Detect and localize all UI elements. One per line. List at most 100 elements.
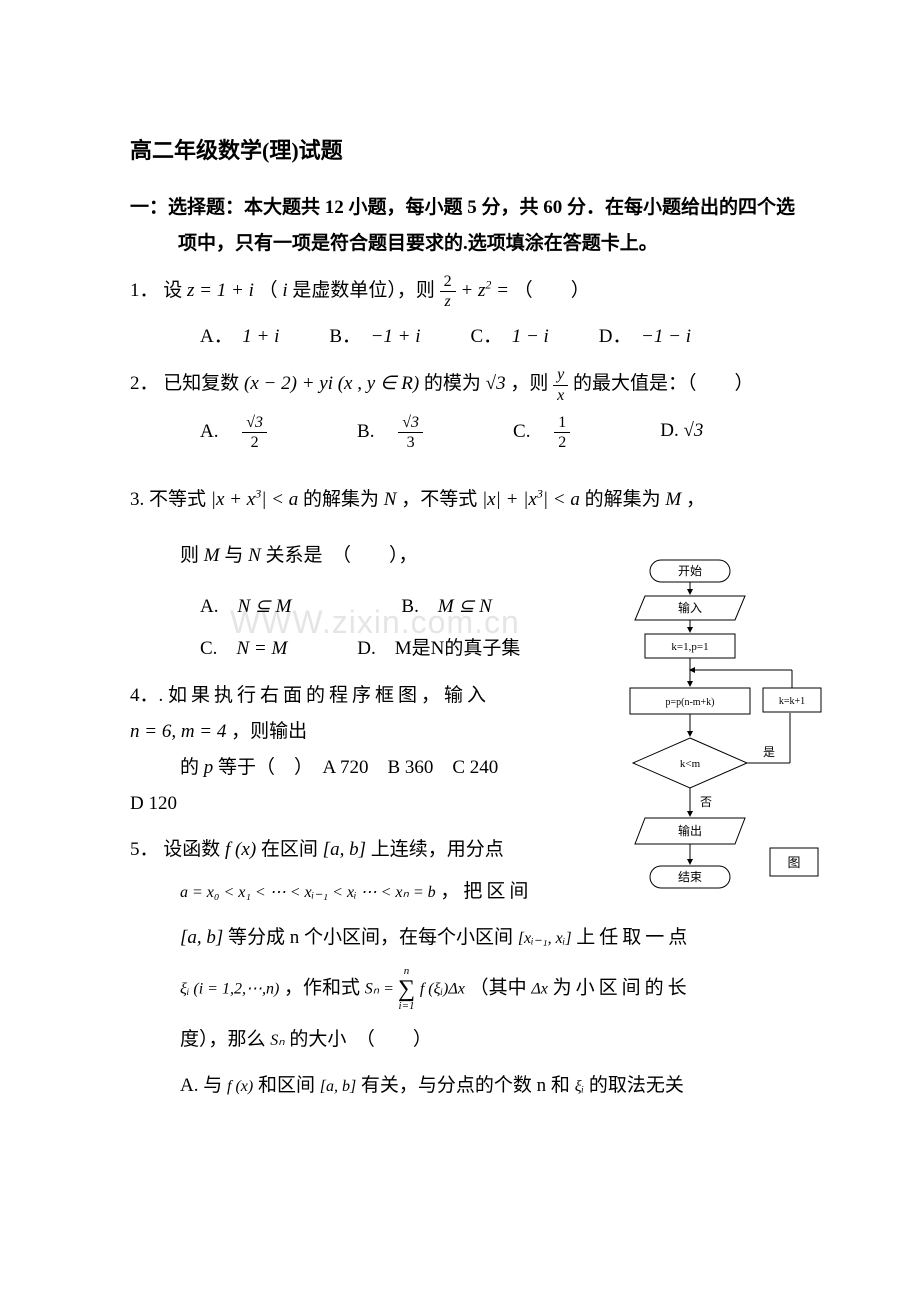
fc-input: 输入 (678, 600, 702, 615)
q1-stem-d: 是虚数单位），则 (292, 280, 435, 301)
q1-opt-b-label: B． (329, 326, 351, 347)
q3-opt-d: M是N的真子集 (395, 638, 521, 659)
q4-num: 4．. (130, 685, 163, 706)
q2-stem-a: 已知复数 (163, 374, 239, 395)
q2-opt-d: √3 (683, 420, 703, 441)
q2-frac: y x (553, 365, 568, 404)
q3-stem-a: 不等式 (149, 489, 206, 510)
q3-stem-e: ， (686, 489, 705, 510)
q5-stem-a: 设函数 (163, 839, 220, 860)
q1-stem-a: 设 (163, 280, 182, 301)
q4-stem-a: 如果执行右面的程序框图，输入 (168, 685, 490, 706)
q3-opt-c-label: C. (200, 638, 217, 659)
q5-line2: a = x₀ < x₁ < ⋯ < xᵢ₋₁ < xᵢ ⋯ < xₙ = b (180, 884, 436, 901)
q5-sum-body: f (ξᵢ)Δx (420, 981, 465, 998)
q5-optA-d: 的取法无关 (589, 1075, 684, 1096)
q2-frac-den: x (553, 386, 568, 405)
q3-opt-b: M ⊆ N (438, 596, 492, 617)
q2-expr: (x − 2) + yi (x , y ∈ R) (244, 374, 419, 395)
q3-abs1b: | < a (261, 489, 298, 510)
q3-line2-M: M (204, 545, 220, 566)
q5-line4b: ，作和式 (284, 978, 360, 999)
q5-Sn2: Sₙ (270, 1032, 284, 1049)
q1-opt-a-label: A． (200, 326, 223, 347)
q2-frac-num: y (553, 365, 568, 385)
q5-fx: f (x) (225, 839, 256, 860)
fc-init: k=1,p=1 (671, 641, 708, 653)
q5-optA-ab: [a, b] (320, 1078, 356, 1095)
q2-stem-c: ，则 (510, 374, 548, 395)
q5-sum-bot: i=1 (398, 1001, 415, 1012)
question-4: 4．. 如果执行右面的程序框图，输入 n = 6, m = 4 ，则输出 的 p… (130, 678, 555, 822)
q3-opt-b-label: B. (401, 596, 418, 617)
q3-M: M (665, 489, 681, 510)
q3-opt-c: N = M (236, 638, 287, 659)
q4-line2: 的 p 等于（ ） A 720 B 360 C 240 (180, 750, 555, 786)
q5-optA-xi: ξᵢ (575, 1078, 584, 1095)
q5-line5a: 度），那么 (180, 1029, 266, 1050)
q3-stem-d: 的解集为 (585, 489, 661, 510)
q2-opt-a-label: A. (200, 421, 218, 442)
q2-opt-a-den: 2 (242, 433, 267, 452)
q5-dx: Δx (531, 981, 548, 998)
q1-expr1: z = 1 + i (187, 280, 254, 301)
q1-sq: 2 (485, 278, 491, 292)
q4-line2-a: 的 (180, 757, 199, 778)
q4-stem-b: ，则输出 (231, 721, 307, 742)
q4-nm: n = 6, m = 4 (130, 721, 226, 742)
q1-options: A． 1 + i B． −1 + i C． 1 − i D． −1 − i (200, 319, 800, 355)
q5-line2b: ，把区间 (440, 881, 532, 902)
q2-opt-b-frac: √3 3 (398, 413, 423, 452)
q5-sum: n ∑ i=1 (398, 966, 415, 1012)
q3-abs2a: |x| + |x (482, 489, 537, 510)
q3-abs1: |x + x (211, 489, 255, 510)
q5-optA-label: A. (180, 1075, 198, 1096)
q2-stem-b: 的模为 (424, 374, 481, 395)
fc-output: 输出 (678, 823, 702, 838)
q5-line4d: 为小区间的长 (553, 978, 691, 999)
q3-line2-b: 与 (224, 545, 243, 566)
q1-eq: = (496, 280, 514, 301)
q5-line4a: ξᵢ (i = 1,2,⋯,n) (180, 981, 279, 998)
question-2: 2． 已知复数 (x − 2) + yi (x , y ∈ R) 的模为 √3 … (130, 365, 800, 452)
q2-opt-c-label: C. (513, 421, 530, 442)
sigma-icon: ∑ (398, 977, 415, 1001)
q2-opt-b-den: 3 (398, 433, 423, 452)
question-1: 1． 设 z = 1 + i （ i 是虚数单位），则 2 z + z2 = （… (130, 272, 800, 355)
q1-opt-a: 1 + i (242, 326, 279, 347)
q2-opt-b-num: √3 (398, 413, 423, 433)
q5-Sn: Sₙ = (365, 981, 398, 998)
q3-stem-b: 的解集为 (303, 489, 379, 510)
q5-stem-c: 上连续，用分点 (371, 839, 504, 860)
q3-num: 3. (130, 489, 144, 510)
q5-num: 5． (130, 839, 159, 860)
fc-end: 结束 (678, 870, 702, 884)
fc-no: 否 (700, 795, 712, 809)
q2-num: 2． (130, 374, 159, 395)
q1-opt-c-label: C． (470, 326, 492, 347)
q4-line2-b: 等于（ ） A 720 B 360 C 240 (218, 757, 498, 778)
q2-opt-c-frac: 1 2 (554, 413, 570, 452)
q5-stem-b: 在区间 (261, 839, 318, 860)
q3-opt-a-label: A. (200, 596, 218, 617)
q5-optA-fx: f (x) (227, 1078, 253, 1095)
q3-line2-c: 关系是 （ ）， (266, 545, 418, 566)
q2-options: A. √3 2 B. √3 3 C. 1 2 (200, 413, 800, 452)
q2-opt-d-label: D. (660, 420, 678, 441)
q2-opt-b-label: B. (357, 421, 374, 442)
q4-line3: D 120 (130, 786, 555, 822)
q4-p: p (204, 757, 214, 778)
fc-note: 图 (787, 855, 800, 870)
q1-opt-b: −1 + i (371, 326, 421, 347)
page-title: 高二年级数学(理)试题 (130, 130, 800, 172)
q1-plus: + z (460, 280, 485, 301)
q1-opt-d: −1 − i (641, 326, 691, 347)
q2-stem-d: 的最大值是：（ ） (573, 374, 754, 395)
q3-stem-c: ，不等式 (401, 489, 477, 510)
q5-optA-c: 有关，与分点的个数 n 和 (361, 1075, 570, 1096)
fc-start: 开始 (678, 564, 702, 578)
q1-frac-num: 2 (440, 272, 456, 292)
q1-num: 1． (130, 280, 159, 301)
q2-opt-c-num: 1 (554, 413, 570, 433)
q1-opt-d-label: D． (599, 326, 622, 347)
